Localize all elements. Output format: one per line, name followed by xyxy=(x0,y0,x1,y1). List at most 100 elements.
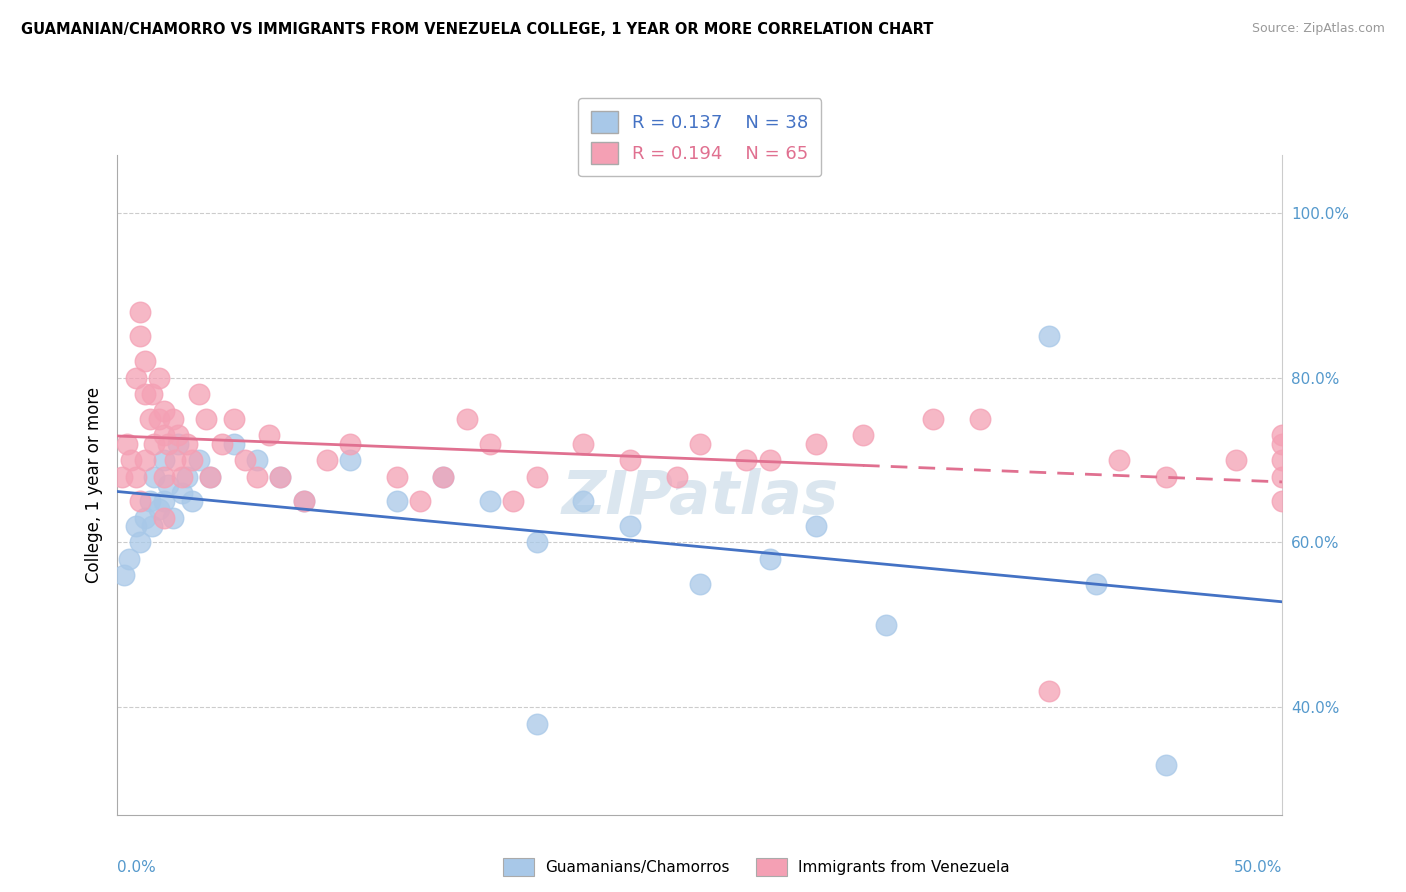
Point xyxy=(526,469,548,483)
Point xyxy=(141,387,163,401)
Point xyxy=(1225,453,1247,467)
Point xyxy=(129,494,152,508)
Point xyxy=(172,486,194,500)
Point xyxy=(153,494,176,508)
Point xyxy=(129,535,152,549)
Point xyxy=(143,436,166,450)
Point xyxy=(153,403,176,417)
Point xyxy=(292,494,315,508)
Point xyxy=(125,519,148,533)
Point xyxy=(852,428,875,442)
Point xyxy=(1154,469,1177,483)
Point xyxy=(134,453,156,467)
Point xyxy=(129,329,152,343)
Point xyxy=(619,453,641,467)
Point xyxy=(134,387,156,401)
Point xyxy=(187,453,209,467)
Text: Source: ZipAtlas.com: Source: ZipAtlas.com xyxy=(1251,22,1385,36)
Point xyxy=(153,469,176,483)
Point xyxy=(1271,436,1294,450)
Point xyxy=(125,469,148,483)
Point xyxy=(689,576,711,591)
Point xyxy=(134,354,156,368)
Point xyxy=(222,411,245,425)
Point xyxy=(1038,684,1060,698)
Point xyxy=(187,387,209,401)
Point xyxy=(316,453,339,467)
Point xyxy=(432,469,454,483)
Point xyxy=(735,453,758,467)
Point xyxy=(1271,428,1294,442)
Point xyxy=(292,494,315,508)
Point xyxy=(246,453,269,467)
Text: GUAMANIAN/CHAMORRO VS IMMIGRANTS FROM VENEZUELA COLLEGE, 1 YEAR OR MORE CORRELAT: GUAMANIAN/CHAMORRO VS IMMIGRANTS FROM VE… xyxy=(21,22,934,37)
Point xyxy=(385,469,408,483)
Point xyxy=(176,436,198,450)
Point xyxy=(125,370,148,384)
Point xyxy=(1038,329,1060,343)
Point xyxy=(665,469,688,483)
Point xyxy=(1271,494,1294,508)
Point xyxy=(153,428,176,442)
Point xyxy=(139,494,162,508)
Point xyxy=(172,469,194,483)
Point xyxy=(409,494,432,508)
Point xyxy=(1271,453,1294,467)
Point xyxy=(526,717,548,731)
Point xyxy=(112,568,135,582)
Point xyxy=(339,436,361,450)
Point xyxy=(153,453,176,467)
Point xyxy=(922,411,945,425)
Text: ZIPatlas: ZIPatlas xyxy=(561,468,838,527)
Point xyxy=(157,477,180,491)
Point xyxy=(432,469,454,483)
Point xyxy=(115,436,138,450)
Point xyxy=(222,436,245,450)
Point xyxy=(166,428,188,442)
Point xyxy=(1108,453,1130,467)
Point xyxy=(269,469,291,483)
Point xyxy=(502,494,524,508)
Point xyxy=(806,519,828,533)
Point xyxy=(111,469,134,483)
Point xyxy=(148,370,170,384)
Point xyxy=(1271,469,1294,483)
Point xyxy=(118,552,141,566)
Point xyxy=(157,436,180,450)
Point xyxy=(235,453,257,467)
Point xyxy=(572,494,595,508)
Point xyxy=(969,411,991,425)
Point xyxy=(141,519,163,533)
Point xyxy=(526,535,548,549)
Point xyxy=(148,502,170,516)
Point xyxy=(143,469,166,483)
Point xyxy=(162,411,184,425)
Point xyxy=(758,453,780,467)
Point xyxy=(120,453,142,467)
Legend: R = 0.137    N = 38, R = 0.194    N = 65: R = 0.137 N = 38, R = 0.194 N = 65 xyxy=(578,98,821,177)
Point xyxy=(246,469,269,483)
Text: Immigrants from Venezuela: Immigrants from Venezuela xyxy=(799,860,1010,874)
Point xyxy=(162,510,184,524)
Point xyxy=(176,469,198,483)
Point xyxy=(166,436,188,450)
Point xyxy=(269,469,291,483)
Point xyxy=(619,519,641,533)
Text: 0.0%: 0.0% xyxy=(117,860,156,874)
Text: Guamanians/Chamorros: Guamanians/Chamorros xyxy=(546,860,730,874)
Point xyxy=(180,453,202,467)
Point xyxy=(758,552,780,566)
Point xyxy=(875,618,897,632)
Point xyxy=(200,469,222,483)
Point xyxy=(148,411,170,425)
Point xyxy=(153,510,176,524)
Point xyxy=(180,494,202,508)
Point xyxy=(385,494,408,508)
Point xyxy=(479,436,502,450)
Point xyxy=(456,411,478,425)
Point xyxy=(339,453,361,467)
Point xyxy=(129,304,152,318)
Point xyxy=(689,436,711,450)
Point xyxy=(134,510,156,524)
Text: 50.0%: 50.0% xyxy=(1234,860,1282,874)
